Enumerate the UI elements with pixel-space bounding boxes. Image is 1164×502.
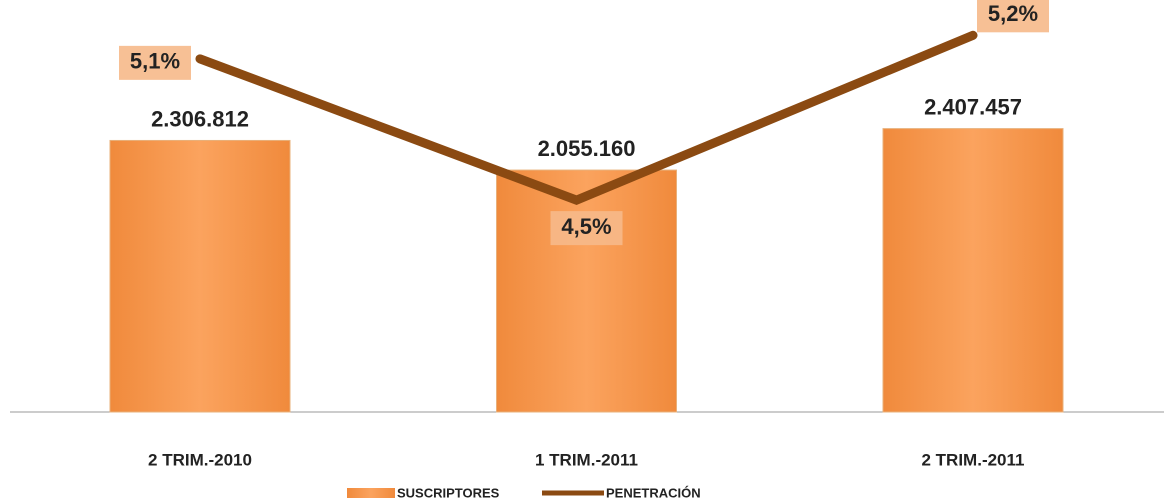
bar xyxy=(109,139,291,413)
line-value-label: 4,5% xyxy=(561,214,611,239)
bar-value-label: 2.055.160 xyxy=(538,136,636,161)
bar-value-label: 2.407.457 xyxy=(924,94,1022,119)
line-label-box xyxy=(119,45,191,80)
line xyxy=(195,30,978,205)
line-value-label: 5,1% xyxy=(130,49,180,74)
x-tick-label: 2 TRIM.-2010 xyxy=(148,450,252,469)
x-tick-label: 2 TRIM.-2011 xyxy=(922,450,1025,469)
x-tick-label: 1 TRIM.-2011 xyxy=(535,450,638,469)
line-label-box xyxy=(550,211,623,246)
bar xyxy=(496,169,677,413)
bar-value-label: 2.306.812 xyxy=(151,106,249,131)
line-label-box xyxy=(977,0,1049,33)
legend-swatch xyxy=(347,488,395,498)
bar xyxy=(882,128,1064,413)
legend-label: PENETRACIÓN xyxy=(606,485,701,500)
line-value-label: 5,2% xyxy=(988,1,1038,26)
legend-label: SUSCRIPTORES xyxy=(397,485,500,500)
